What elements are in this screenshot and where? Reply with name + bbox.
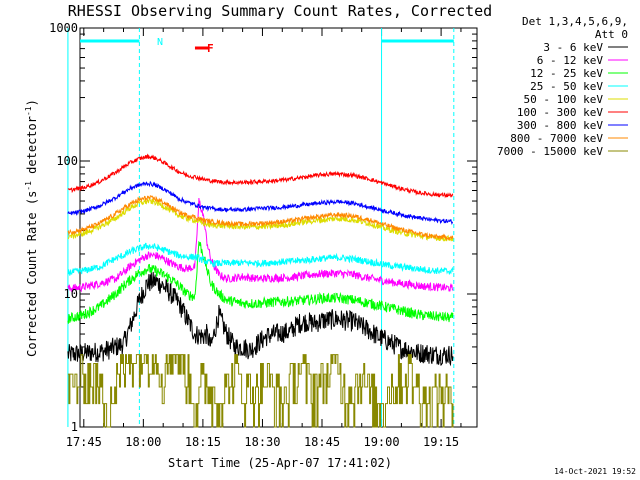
timestamp: 14-Oct-2021 19:52 [554,467,636,476]
series-line [67,197,454,242]
x-tick-labels: 17:45 18:00 18:15 18:30 18:45 19:00 19:15 [66,435,459,449]
legend-label: 12 - 25 keV [530,67,603,80]
x-tick-label: 18:00 [125,435,161,449]
legend-label: 7000 - 15000 keV [497,145,603,158]
x-tick-label: 18:30 [244,435,280,449]
series-line [67,195,454,241]
x-tick-label: 19:15 [423,435,459,449]
x-tick-label: 18:45 [304,435,340,449]
y-tick-label: 100 [56,154,78,168]
legend-detectors: Det 1,3,4,5,6,9, [522,15,628,28]
series-line [67,197,454,293]
y-axis-label-text: Corrected Count Rate (s [25,191,39,357]
night-label: N [157,37,163,48]
y-axis-label: Corrected Count Rate (s-1 detector-1) [24,99,39,357]
legend-label: 300 - 800 keV [517,119,603,132]
y-axis-label-end: ) [25,99,39,106]
legend-label: 800 - 7000 keV [510,132,603,145]
series-layer [67,153,454,428]
series-line [67,271,454,367]
night-markers [67,28,455,427]
series-line [67,240,454,324]
x-tick-label: 17:45 [66,435,102,449]
plot-frame [79,27,478,428]
chart-title: RHESSI Observing Summary Count Rates, Co… [68,2,492,20]
series-line [67,242,454,276]
legend-label: 3 - 6 keV [543,41,603,54]
y-axis-label-sup1: -1 [24,181,33,191]
y-tick-label: 1 [71,420,78,434]
y-axis-label-mid: detector [25,116,39,181]
y-tick-label: 10 [64,287,78,301]
legend-attenuator: Att 0 [595,28,628,41]
y-tick-label: 1000 [49,21,78,35]
flare-label: F [207,42,214,55]
series-line [67,180,453,226]
y-tick-labels: 1 10 100 1000 [49,21,78,434]
legend-label: 100 - 300 keV [517,106,603,119]
x-tick-label: 18:15 [185,435,221,449]
legend-label: 6 - 12 keV [537,54,604,67]
legend-label: 50 - 100 keV [524,93,604,106]
x-tick-label: 19:00 [363,435,399,449]
legend-label: 25 - 50 keV [530,80,603,93]
axis-ticks [80,28,477,428]
series-line [67,354,454,428]
series-line [67,153,454,199]
y-axis-label-sup2: -1 [24,106,33,116]
x-axis-label: Start Time (25-Apr-07 17:41:02) [168,456,392,470]
